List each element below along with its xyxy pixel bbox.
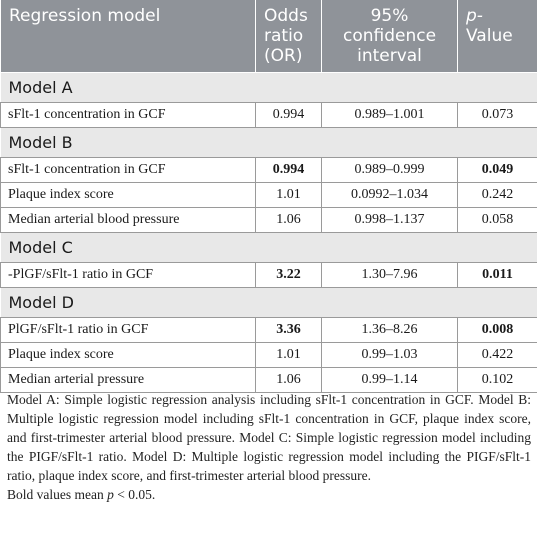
ci-cell: 1.36–8.26 xyxy=(321,317,458,343)
section-row: Model A xyxy=(0,72,537,103)
row-label: sFlt-1 concentration in GCF xyxy=(0,157,256,183)
notes-bold-p: p xyxy=(107,487,114,502)
p-value-cell: 0.422 xyxy=(457,342,537,368)
section-title: Model D xyxy=(0,287,537,318)
p-value-cell: 0.073 xyxy=(457,102,537,128)
section-title: Model A xyxy=(0,72,537,103)
table-row: Plaque index score 1.01 0.0992–1.034 0.242 xyxy=(0,182,537,208)
notes-bold-legend: Bold values mean p < 0.05. xyxy=(7,485,531,504)
odds-ratio-cell: 0.994 xyxy=(255,157,322,183)
regression-table: Regression model Odds ratio (OR) 95% con… xyxy=(0,0,537,393)
ci-cell: 0.989–1.001 xyxy=(321,102,458,128)
header-p-italic: p- xyxy=(466,6,483,26)
header-regression-model: Regression model xyxy=(0,0,256,73)
table-row: sFlt-1 concentration in GCF 0.994 0.989–1.… xyxy=(0,102,537,128)
section-title: Model B xyxy=(0,127,537,158)
ci-cell: 0.0992–1.034 xyxy=(321,182,458,208)
p-value-cell: 0.011 xyxy=(457,262,537,288)
header-odds-ratio: Odds ratio (OR) xyxy=(255,0,322,73)
row-label: sFlt-1 concentration in GCF xyxy=(0,102,256,128)
section-row: Model C xyxy=(0,232,537,263)
notes-description: Model A: Simple logistic regression anal… xyxy=(7,392,531,483)
odds-ratio-cell: 3.22 xyxy=(255,262,322,288)
table-row: Median arterial pressure 1.06 0.99–1.14 0.1… xyxy=(0,367,537,393)
p-value-cell: 0.049 xyxy=(457,157,537,183)
header-confidence-interval: 95% confidence interval xyxy=(321,0,458,73)
p-value-cell: 0.058 xyxy=(457,207,537,233)
odds-ratio-cell: 0.994 xyxy=(255,102,322,128)
ci-cell: 0.99–1.14 xyxy=(321,367,458,393)
table-row: Plaque index score 1.01 0.99–1.03 0.422 xyxy=(0,342,537,368)
odds-ratio-cell: 1.06 xyxy=(255,367,322,393)
p-value-cell: 0.242 xyxy=(457,182,537,208)
row-label: Plaque index score xyxy=(0,342,256,368)
p-value-cell: 0.102 xyxy=(457,367,537,393)
table-row: sFlt-1 concentration in GCF 0.994 0.989–0.… xyxy=(0,157,537,183)
ci-cell: 1.30–7.96 xyxy=(321,262,458,288)
table-row: -PlGF/sFlt-1 ratio in GCF 3.22 1.30–7.96 0.… xyxy=(0,262,537,288)
row-label: -PlGF/sFlt-1 ratio in GCF xyxy=(0,262,256,288)
row-label: Plaque index score xyxy=(0,182,256,208)
section-row: Model B xyxy=(0,127,537,158)
table-notes: Model A: Simple logistic regression anal… xyxy=(7,390,531,504)
row-label: Median arterial blood pressure xyxy=(0,207,256,233)
section-title: Model C xyxy=(0,232,537,263)
p-value-cell: 0.008 xyxy=(457,317,537,343)
row-label: PlGF/sFlt-1 ratio in GCF xyxy=(0,317,256,343)
table-row: Median arterial blood pressure 1.06 0.998–… xyxy=(0,207,537,233)
regression-table-figure: Regression model Odds ratio (OR) 95% con… xyxy=(0,0,537,502)
odds-ratio-cell: 3.36 xyxy=(255,317,322,343)
table-header: Regression model Odds ratio (OR) 95% con… xyxy=(0,0,537,73)
ci-cell: 0.989–0.999 xyxy=(321,157,458,183)
header-p-value: p- Value xyxy=(457,0,537,73)
section-row: Model D xyxy=(0,287,537,318)
table-row: PlGF/sFlt-1 ratio in GCF 3.36 1.36–8.26 0.0… xyxy=(0,317,537,343)
ci-cell: 0.99–1.03 xyxy=(321,342,458,368)
row-label: Median arterial pressure xyxy=(0,367,256,393)
odds-ratio-cell: 1.06 xyxy=(255,207,322,233)
notes-bold-suffix: < 0.05. xyxy=(117,487,156,502)
odds-ratio-cell: 1.01 xyxy=(255,182,322,208)
notes-bold-prefix: Bold values mean xyxy=(7,487,104,502)
odds-ratio-cell: 1.01 xyxy=(255,342,322,368)
ci-cell: 0.998–1.137 xyxy=(321,207,458,233)
header-p-rest: Value xyxy=(466,26,513,46)
